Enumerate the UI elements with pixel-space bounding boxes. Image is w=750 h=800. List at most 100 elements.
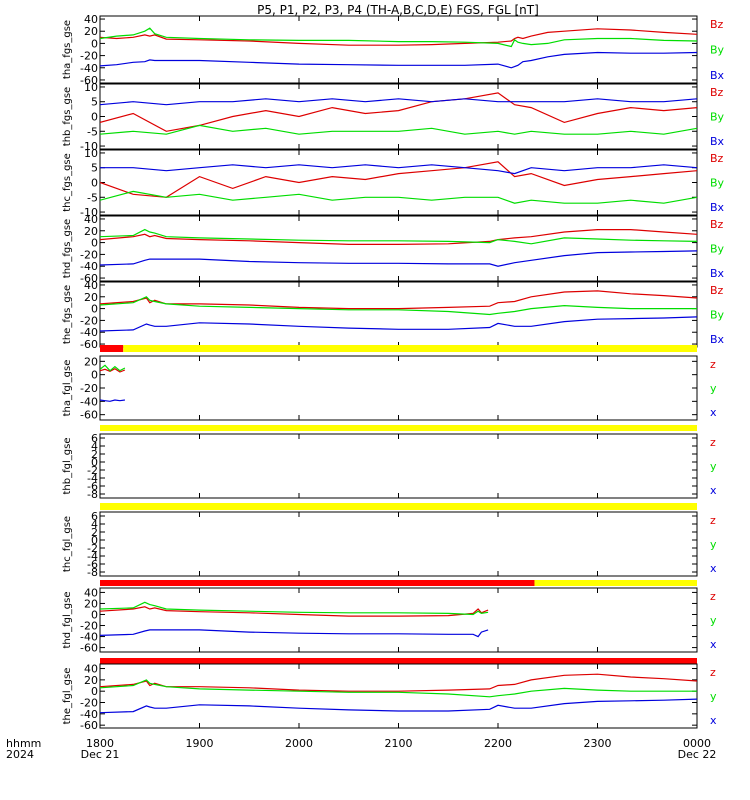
legend-entry-x: x bbox=[710, 562, 717, 575]
y-tick-label: 4 bbox=[91, 518, 98, 531]
legend-entry-Bx: Bx bbox=[710, 69, 725, 82]
y-tick-label: 0 bbox=[91, 303, 98, 316]
series-line-By bbox=[100, 27, 697, 48]
y-axis-label: thd_fgs_gse bbox=[62, 219, 73, 278]
y-tick-label: 5 bbox=[91, 96, 98, 109]
series-line-Bx bbox=[100, 316, 697, 332]
series-line-Bx bbox=[100, 250, 697, 267]
y-tick-label: -40 bbox=[80, 631, 98, 644]
panel-tha_fgl_gse: 200-20-40-60 tha_fgl_gse zyx bbox=[62, 345, 717, 422]
y-tick-label: -6 bbox=[87, 480, 98, 493]
y-tick-label: 40 bbox=[84, 13, 98, 26]
data-availability-bar-0 bbox=[100, 425, 697, 431]
data-availability-bar-0 bbox=[100, 503, 697, 510]
legend-entry-z: z bbox=[710, 514, 716, 527]
y-tick-label: 10 bbox=[84, 81, 98, 94]
y-axis-label: thd_fgl_gse bbox=[62, 592, 73, 649]
series-line-z bbox=[100, 606, 489, 617]
y-tick-label: -20 bbox=[80, 382, 98, 395]
series-line-z bbox=[100, 368, 126, 373]
legend-entry-z: z bbox=[710, 590, 716, 603]
legend-entry-x: x bbox=[710, 406, 717, 419]
y-tick-label: -20 bbox=[80, 248, 98, 261]
y-axis-label: the_fgs_gse bbox=[62, 285, 73, 344]
x-date-label: Dec 21 bbox=[81, 748, 120, 761]
y-tick-label: -40 bbox=[80, 326, 98, 339]
y-tick-label: 20 bbox=[84, 597, 98, 610]
y-axis-label: tha_fgs_gse bbox=[62, 20, 73, 79]
data-availability-bar-0 bbox=[100, 345, 124, 352]
x-tick-label: 2100 bbox=[385, 737, 413, 750]
series-line-Bz bbox=[100, 28, 697, 46]
plot-frame bbox=[99, 433, 698, 499]
data-availability-bar-0 bbox=[100, 658, 697, 664]
y-tick-label: 40 bbox=[84, 279, 98, 292]
data-availability-bar-1 bbox=[123, 345, 697, 352]
legend-entry-By: By bbox=[710, 243, 725, 256]
legend-entry-y: y bbox=[710, 460, 717, 473]
legend-entry-z: z bbox=[710, 436, 716, 449]
legend-entry-z: z bbox=[710, 358, 716, 371]
y-tick-label: -40 bbox=[80, 260, 98, 273]
y-tick-label: -4 bbox=[87, 472, 98, 485]
y-tick-label: 10 bbox=[84, 147, 98, 160]
y-tick-label: -40 bbox=[80, 62, 98, 75]
y-tick-label: -40 bbox=[80, 708, 98, 721]
series-line-Bz bbox=[100, 229, 697, 245]
y-tick-label: 4 bbox=[91, 440, 98, 453]
series-line-x bbox=[100, 399, 125, 402]
series-line-Bz bbox=[100, 92, 697, 132]
panel-thc_fgs_gse: 10 5 0-5 -10 thc_fgs_gse Bz By Bx bbox=[62, 147, 725, 219]
y-tick-label: 40 bbox=[84, 663, 98, 676]
y-tick-label: 0 bbox=[91, 608, 98, 621]
y-axis-label: thc_fgs_gse bbox=[62, 153, 73, 212]
y-tick-label: 40 bbox=[84, 586, 98, 599]
chart-title: P5, P1, P2, P3, P4 (TH-A,B,C,D,E) FGS, F… bbox=[257, 3, 539, 17]
panel-thb_fgs_gse: 10 5 0-5 -10 thb_fgs_gse Bz By Bx bbox=[62, 81, 725, 153]
x-tick-label: 2300 bbox=[584, 737, 612, 750]
y-tick-label: -60 bbox=[80, 719, 98, 732]
legend-entry-Bx: Bx bbox=[710, 135, 725, 148]
y-tick-label: -20 bbox=[80, 620, 98, 633]
y-tick-label: -8 bbox=[87, 488, 98, 501]
legend-entry-y: y bbox=[710, 690, 717, 703]
legend-entry-y: y bbox=[710, 614, 717, 627]
legend-entry-By: By bbox=[710, 44, 725, 57]
legend-entry-Bz: Bz bbox=[710, 152, 724, 165]
y-tick-label: -60 bbox=[80, 338, 98, 351]
y-tick-label: 2 bbox=[91, 448, 98, 461]
y-axis-label: thc_fgl_gse bbox=[62, 516, 73, 572]
y-tick-label: -10 bbox=[80, 206, 98, 219]
y-tick-label: 0 bbox=[91, 534, 98, 547]
series-line-Bx bbox=[100, 51, 697, 69]
y-tick-label: 6 bbox=[91, 432, 98, 445]
legend-entry-x: x bbox=[710, 714, 717, 727]
y-axis-label: the_fgl_gse bbox=[62, 668, 73, 725]
y-tick-label: 0 bbox=[91, 111, 98, 124]
legend-entry-By: By bbox=[710, 111, 725, 124]
data-availability-bar-0 bbox=[100, 580, 535, 586]
y-tick-label: -2 bbox=[87, 464, 98, 477]
y-tick-label: 20 bbox=[84, 291, 98, 304]
y-tick-label: -60 bbox=[80, 272, 98, 285]
y-tick-label: 5 bbox=[91, 162, 98, 175]
x-tick-label: 0000 bbox=[683, 737, 711, 750]
series-line-By bbox=[100, 228, 697, 245]
y-tick-label: -6 bbox=[87, 558, 98, 571]
y-axis-label: tha_fgl_gse bbox=[62, 360, 73, 417]
x-tick-label: 2200 bbox=[484, 737, 512, 750]
legend-entry-z: z bbox=[710, 666, 716, 679]
legend-entry-x: x bbox=[710, 484, 717, 497]
y-tick-label: -40 bbox=[80, 395, 98, 408]
data-availability-bar-1 bbox=[534, 580, 697, 586]
series-line-y bbox=[100, 679, 697, 698]
series-line-Bz bbox=[100, 290, 697, 310]
y-tick-label: 0 bbox=[91, 37, 98, 50]
y-tick-label: 0 bbox=[91, 177, 98, 190]
y-axis-label: thb_fgl_gse bbox=[62, 438, 73, 495]
